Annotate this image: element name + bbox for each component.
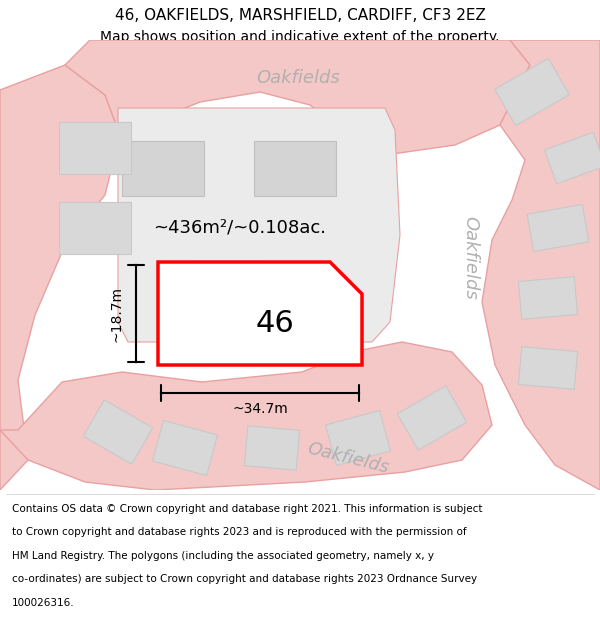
Text: Oakfields: Oakfields: [256, 69, 340, 87]
Polygon shape: [59, 122, 131, 174]
Text: ~18.7m: ~18.7m: [109, 286, 123, 341]
Polygon shape: [494, 58, 569, 126]
Polygon shape: [152, 421, 217, 476]
Polygon shape: [527, 204, 589, 252]
Text: Map shows position and indicative extent of the property.: Map shows position and indicative extent…: [100, 30, 500, 44]
Text: Oakfields: Oakfields: [305, 439, 391, 477]
Polygon shape: [544, 132, 600, 184]
Text: ~436m²/~0.108ac.: ~436m²/~0.108ac.: [154, 219, 326, 237]
Polygon shape: [194, 261, 266, 303]
Text: 46: 46: [256, 309, 295, 338]
Polygon shape: [518, 347, 578, 389]
Text: ~34.7m: ~34.7m: [232, 402, 288, 416]
Polygon shape: [0, 342, 492, 490]
Polygon shape: [59, 202, 131, 254]
Polygon shape: [518, 277, 578, 319]
Text: Contains OS data © Crown copyright and database right 2021. This information is : Contains OS data © Crown copyright and d…: [12, 504, 482, 514]
Polygon shape: [482, 40, 600, 490]
Polygon shape: [254, 141, 336, 196]
Polygon shape: [158, 262, 362, 365]
Polygon shape: [244, 426, 299, 470]
Polygon shape: [326, 411, 391, 466]
Polygon shape: [122, 141, 204, 196]
Text: to Crown copyright and database rights 2023 and is reproduced with the permissio: to Crown copyright and database rights 2…: [12, 527, 467, 537]
Text: co-ordinates) are subject to Crown copyright and database rights 2023 Ordnance S: co-ordinates) are subject to Crown copyr…: [12, 574, 477, 584]
Text: Oakfields: Oakfields: [461, 216, 479, 300]
Polygon shape: [65, 40, 530, 155]
Polygon shape: [83, 400, 153, 464]
Text: HM Land Registry. The polygons (including the associated geometry, namely x, y: HM Land Registry. The polygons (includin…: [12, 551, 434, 561]
Text: 100026316.: 100026316.: [12, 598, 74, 608]
Polygon shape: [397, 386, 467, 450]
Polygon shape: [0, 65, 120, 490]
Text: 46, OAKFIELDS, MARSHFIELD, CARDIFF, CF3 2EZ: 46, OAKFIELDS, MARSHFIELD, CARDIFF, CF3 …: [115, 8, 485, 23]
Polygon shape: [118, 108, 400, 342]
